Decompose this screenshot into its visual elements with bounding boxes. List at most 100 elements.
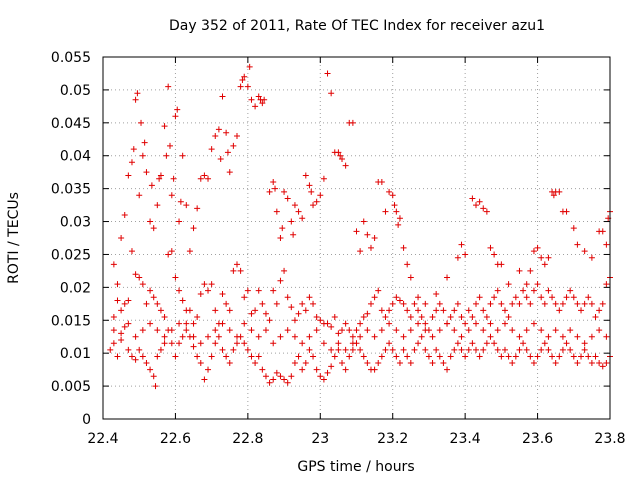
- data-point: [520, 287, 527, 294]
- data-point: [541, 340, 548, 347]
- data-point: [371, 333, 378, 340]
- data-point: [190, 343, 197, 350]
- data-point: [454, 340, 461, 347]
- data-point: [382, 346, 389, 353]
- data-point: [596, 307, 603, 314]
- data-point: [465, 307, 472, 314]
- data-point: [270, 287, 277, 294]
- data-point: [147, 218, 154, 225]
- data-point: [183, 320, 190, 327]
- data-point: [588, 360, 595, 367]
- data-point: [339, 156, 346, 163]
- data-point: [364, 310, 371, 317]
- data-point: [233, 340, 240, 347]
- data-point: [581, 248, 588, 255]
- data-point: [205, 287, 212, 294]
- data-point: [219, 93, 226, 100]
- data-point: [194, 205, 201, 212]
- data-point: [224, 149, 231, 156]
- data-point: [262, 327, 269, 334]
- data-point: [143, 169, 150, 176]
- data-point: [422, 300, 429, 307]
- data-point: [166, 142, 173, 149]
- data-point: [176, 340, 183, 347]
- data-point: [538, 327, 545, 334]
- data-point: [501, 320, 508, 327]
- data-point: [570, 294, 577, 301]
- data-point: [157, 346, 164, 353]
- data-point: [118, 330, 125, 337]
- data-point: [509, 300, 516, 307]
- data-point: [550, 192, 557, 199]
- data-point: [337, 152, 344, 159]
- y-tick-label: 0.025: [51, 247, 91, 263]
- data-point: [154, 300, 161, 307]
- data-point: [324, 70, 331, 77]
- data-point: [415, 307, 422, 314]
- data-point: [244, 83, 251, 90]
- data-point: [509, 360, 516, 367]
- data-point: [476, 294, 483, 301]
- data-point: [473, 320, 480, 327]
- data-point: [574, 241, 581, 248]
- data-point: [183, 327, 190, 334]
- data-point: [447, 353, 454, 360]
- data-point: [324, 369, 331, 376]
- data-point: [217, 156, 224, 163]
- data-point: [574, 333, 581, 340]
- data-point: [310, 353, 317, 360]
- y-axis-label: ROTI / TECUs: [6, 192, 22, 284]
- y-tick-label: 0.03: [60, 215, 91, 231]
- data-point: [313, 198, 320, 205]
- data-point: [277, 277, 284, 284]
- data-point: [259, 366, 266, 373]
- data-point: [128, 159, 135, 166]
- data-point: [415, 340, 422, 347]
- data-point: [360, 353, 367, 360]
- data-point: [556, 188, 563, 195]
- data-point: [308, 188, 315, 195]
- data-point: [208, 353, 215, 360]
- data-point: [138, 119, 145, 126]
- data-point: [422, 320, 429, 327]
- data-point: [462, 353, 469, 360]
- data-point: [407, 327, 414, 334]
- data-point: [259, 100, 266, 107]
- data-point: [404, 353, 411, 360]
- data-point: [596, 327, 603, 334]
- data-point: [317, 373, 324, 380]
- data-point: [487, 320, 494, 327]
- data-point: [411, 300, 418, 307]
- data-point: [252, 360, 259, 367]
- data-point: [201, 281, 208, 288]
- data-point: [266, 379, 273, 386]
- data-point: [143, 360, 150, 367]
- data-point: [288, 304, 295, 311]
- data-point: [588, 300, 595, 307]
- data-point: [205, 366, 212, 373]
- data-point: [335, 346, 342, 353]
- data-point: [139, 327, 146, 334]
- data-point: [342, 366, 349, 373]
- data-point: [168, 340, 175, 347]
- data-point: [400, 244, 407, 251]
- data-point: [328, 323, 335, 330]
- data-point: [567, 287, 574, 294]
- data-point: [483, 313, 490, 320]
- data-point: [208, 146, 215, 153]
- data-point: [150, 373, 157, 380]
- data-point: [306, 333, 313, 340]
- data-point: [215, 333, 222, 340]
- y-tick-label: 0.015: [51, 313, 91, 329]
- data-point: [465, 346, 472, 353]
- data-point: [371, 294, 378, 301]
- plot-frame: [102, 56, 611, 420]
- data-point: [530, 287, 537, 294]
- data-point: [190, 333, 197, 340]
- data-point: [386, 307, 393, 314]
- data-point: [433, 307, 440, 314]
- data-point: [201, 376, 208, 383]
- data-point: [349, 340, 356, 347]
- data-point: [476, 198, 483, 205]
- data-point: [186, 248, 193, 255]
